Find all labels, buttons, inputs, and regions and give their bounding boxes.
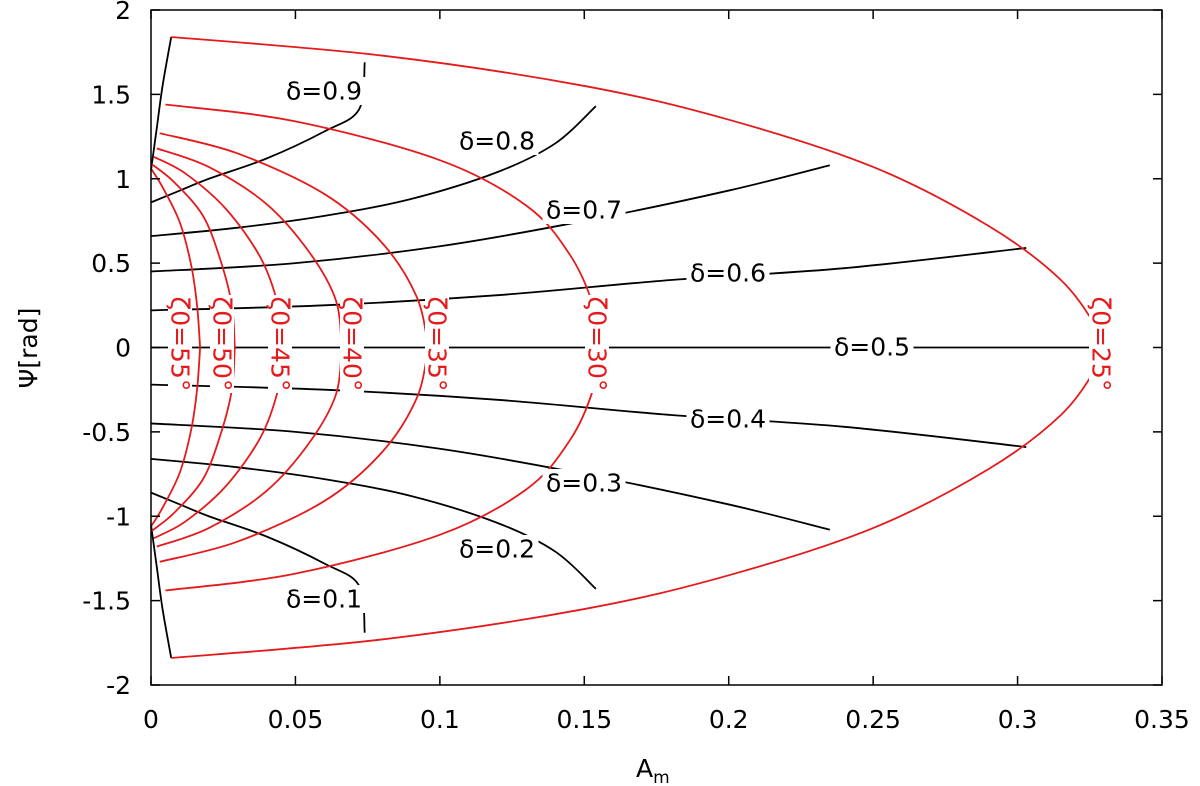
delta-label-7: δ=0.3: [546, 469, 622, 498]
delta-label-2-bg: [455, 127, 539, 155]
y-tick-label: 1: [115, 165, 131, 194]
zeta-label-3: ζ0=45°: [266, 297, 295, 392]
delta-label-1-bg: [282, 77, 366, 105]
zeta-curve-lower-4: [156, 347, 343, 548]
zeta-curve-lower-2: [165, 347, 600, 592]
delta-label-8: δ=0.2: [459, 535, 535, 564]
delta-label-5-bg: [830, 333, 914, 361]
x-tick-label: 0.05: [268, 705, 324, 734]
delta-label-2: δ=0.8: [459, 127, 535, 156]
delta-curve-3: [150, 422, 831, 531]
delta-label-1: δ=0.9: [286, 77, 362, 106]
delta-label-8-bg: [455, 535, 539, 563]
delta-label-4-bg: [686, 259, 770, 287]
delta-curve-2: [150, 457, 597, 590]
y-tick-label: -2: [106, 671, 131, 700]
y-tick-label: 0: [115, 334, 131, 363]
x-tick-label: 0.3: [998, 705, 1038, 734]
y-tick-label: -0.5: [82, 418, 131, 447]
zeta-label-6-bg: [585, 295, 609, 393]
delta-curve-6: [150, 247, 1027, 312]
zeta-label-4: ζ0=40°: [338, 297, 367, 392]
zeta-label-5-bg: [425, 295, 449, 393]
delta-label-3-bg: [542, 196, 626, 224]
zeta-curve-lower-3: [159, 347, 430, 563]
delta-label-7-bg: [542, 469, 626, 497]
zeta-curve-upper-7: [150, 168, 202, 348]
x-tick-label: 0.25: [845, 705, 901, 734]
delta-label-9-bg: [282, 585, 366, 613]
delta-curve-8: [150, 105, 597, 238]
zeta-label-1-bg: [168, 295, 192, 393]
boundary-lower-line: [150, 524, 173, 659]
x-tick-label: 0.35: [1134, 705, 1190, 734]
delta-label-6-bg: [686, 405, 770, 433]
delta-curve-9: [150, 62, 366, 204]
zeta-label-7: ζ0=25°: [1087, 297, 1116, 392]
y-tick-label: -1.5: [82, 587, 131, 616]
delta-label-3: δ=0.7: [546, 196, 622, 225]
x-tick-label: 0: [143, 705, 159, 734]
y-tick-label: 0.5: [91, 249, 131, 278]
delta-label-4: δ=0.6: [690, 259, 766, 288]
y-tick-label: 1.5: [91, 80, 131, 109]
zeta-label-1: ζ0=55°: [166, 297, 195, 392]
delta-curve-7: [150, 164, 831, 273]
delta-label-5: δ=0.5: [834, 333, 910, 362]
labels-layer: δ=0.9 δ=0.8 δ=0.7 δ=0.6 δ=0.5 δ=0.4 δ=0.3 δ=0.2…: [166, 77, 1116, 614]
zeta-label-4-bg: [340, 295, 364, 393]
zeta-label-6: ζ0=30°: [583, 297, 612, 392]
zeta-label-3-bg: [268, 295, 292, 393]
axis-titles: Am Ψ[rad]: [14, 308, 670, 786]
zeta-label-2: ζ0=50°: [208, 297, 237, 392]
x-tick-label: 0.1: [420, 705, 460, 734]
y-tick-label: 2: [115, 0, 131, 25]
delta-label-9: δ=0.1: [286, 585, 362, 614]
delta-curve-4: [150, 383, 1027, 448]
zeta-curve-lower-1: [171, 347, 1106, 659]
zeta-label-5: ζ0=35°: [423, 297, 452, 392]
zeta-label-2-bg: [210, 295, 234, 393]
delta-label-6: δ=0.4: [690, 405, 766, 434]
zeta-curve-upper-1: [171, 36, 1106, 348]
x-tick-label: 0.2: [709, 705, 749, 734]
y-axis-title: Ψ[rad]: [14, 308, 43, 389]
ticks-layer: 0 0.05 0.1 0.15 0.2 0.25 0.3 0.35 2 1.5 1 0.5 0 -0.5 -…: [82, 0, 1190, 734]
zeta-curve-upper-4: [156, 147, 343, 348]
boundary-upper-line: [150, 36, 173, 171]
zeta-curve-upper-3: [159, 132, 430, 348]
zeta-label-7-bg: [1089, 295, 1113, 393]
y-tick-label: -1: [106, 502, 131, 531]
x-axis-title: Am: [636, 754, 670, 786]
zeta-curve-lower-7: [150, 347, 202, 527]
x-tick-label: 0.15: [556, 705, 612, 734]
